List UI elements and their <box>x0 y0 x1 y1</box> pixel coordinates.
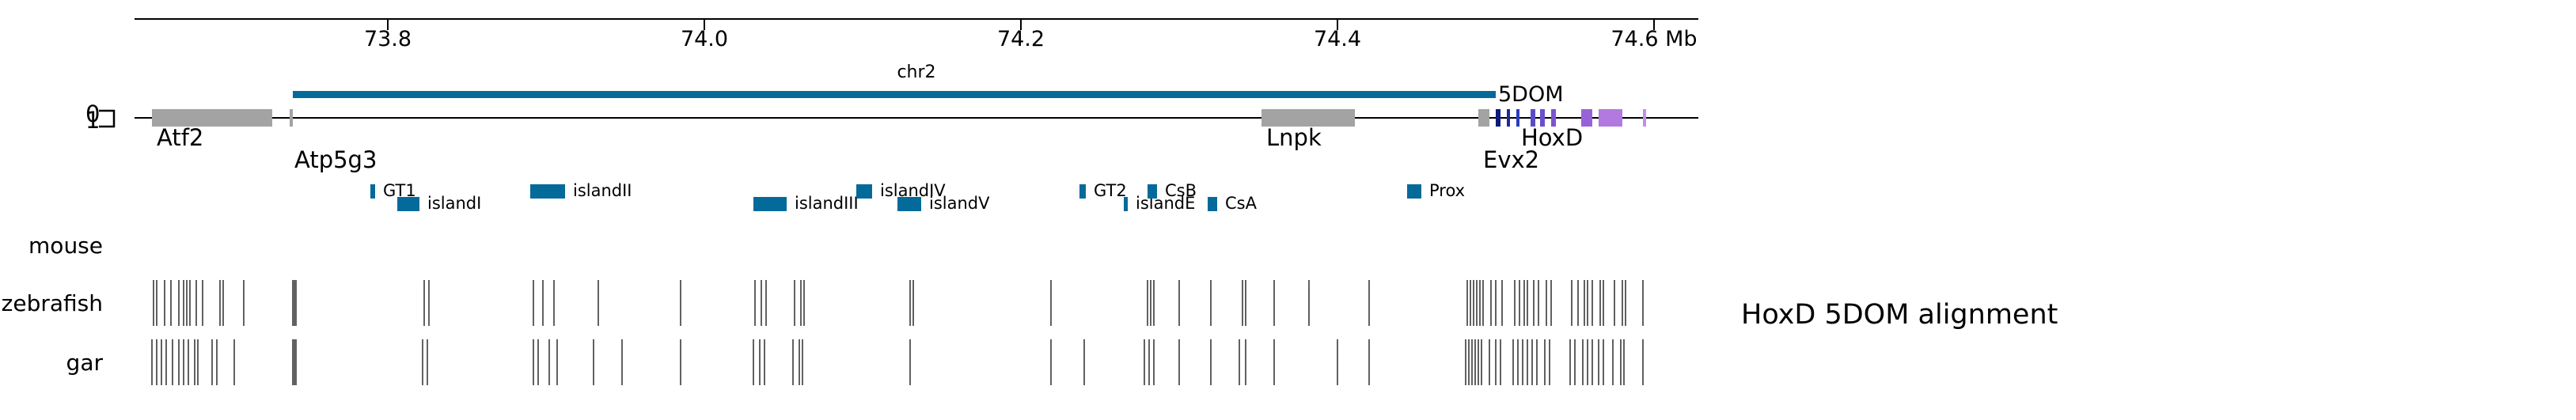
gene-label: HoxD <box>1521 124 1583 151</box>
gene-block <box>1551 109 1556 127</box>
regulatory-element <box>397 197 419 211</box>
domain-label: 5DOM <box>1498 82 1564 107</box>
regulatory-element <box>1407 184 1421 199</box>
gene-block <box>152 109 272 127</box>
gene-label: Atf2 <box>157 124 203 151</box>
regulatory-element-label: CsB <box>1165 181 1197 200</box>
regulatory-element-label: GT2 <box>1094 181 1127 200</box>
regulatory-element <box>530 184 565 199</box>
chrom-label: chr2 <box>897 62 935 82</box>
axis-tick-label: 74.4 <box>1314 27 1361 51</box>
regulatory-element-label: Prox <box>1429 181 1465 200</box>
axis-tick-label: 74.6 Mb <box>1610 27 1697 51</box>
gene-block <box>290 109 293 127</box>
regulatory-element <box>1148 184 1157 199</box>
regulatory-element-label: islandIII <box>795 194 859 213</box>
strand-bracket <box>99 109 116 128</box>
axis-tick-label: 73.8 <box>364 27 412 51</box>
strand-glyph: 0 1 <box>85 100 116 134</box>
regulatory-elements: GT1islandIislandIIislandIIIislandIVislan… <box>370 181 1465 213</box>
gene-label: Lnpk <box>1266 124 1322 151</box>
gene-block <box>1516 109 1519 127</box>
gene-block <box>1507 109 1510 127</box>
gene-block <box>1581 109 1592 127</box>
regulatory-element <box>856 184 872 199</box>
domain-bar <box>293 91 1496 98</box>
strand-glyph-top: 0 <box>85 100 100 127</box>
gene-block <box>1540 109 1545 127</box>
regulatory-element-label: islandII <box>573 181 632 200</box>
regulatory-element <box>897 197 921 211</box>
alignment-label: HoxD 5DOM alignment <box>1741 299 2058 331</box>
gene-block <box>1599 109 1622 127</box>
regulatory-element-label: islandV <box>929 194 990 213</box>
coordinate-axis: 73.8 74.0 74.2 74.4 74.6 Mb <box>135 18 1698 51</box>
regulatory-element-label: CsA <box>1225 194 1258 213</box>
track-label: gar <box>66 350 104 376</box>
regulatory-element <box>1208 197 1217 211</box>
gene-block <box>1531 109 1535 127</box>
gene-block <box>1478 109 1489 127</box>
gene-block <box>1261 109 1355 127</box>
regulatory-element <box>753 197 787 211</box>
gene-block <box>1496 109 1500 127</box>
track-label: mouse <box>28 233 103 259</box>
track-label: zebrafish <box>2 290 103 316</box>
axis-tick-label: 74.2 <box>997 27 1045 51</box>
strand-glyph-bottom: 1 <box>85 107 100 134</box>
gene-label: Atp5g3 <box>294 146 377 173</box>
regulatory-element-label: islandE <box>1136 194 1195 213</box>
regulatory-element <box>1079 184 1086 199</box>
regulatory-domain: chr2 5DOM <box>293 62 1564 107</box>
regulatory-element-label: islandI <box>427 194 481 213</box>
regulatory-element <box>1124 197 1128 211</box>
axis-tick-label: 74.0 <box>681 27 728 51</box>
alignment-tracks: mouse zebrafish gar <box>2 233 1644 385</box>
gene-block <box>1643 109 1646 127</box>
gene-label: Evx2 <box>1483 146 1539 173</box>
regulatory-element <box>370 184 375 199</box>
